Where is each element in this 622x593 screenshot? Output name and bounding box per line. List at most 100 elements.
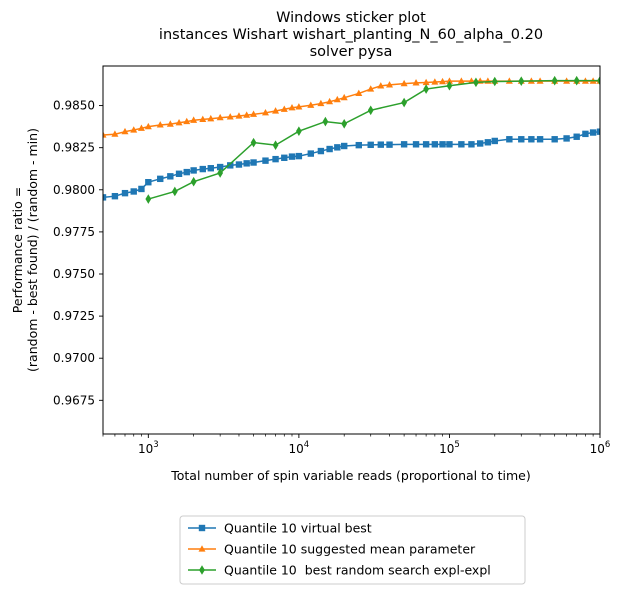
series-point (551, 136, 558, 143)
y-axis-label-line-2: (random - best found) / (random - min) (25, 128, 40, 372)
series-point (334, 144, 341, 151)
x-tick-label-base: 10 (138, 442, 153, 456)
series-point (322, 116, 329, 127)
series-point (130, 126, 138, 133)
plot-area: 103 104 105 106 0.96750.97000.97250.97500.9… (53, 65, 610, 456)
series-point (250, 159, 257, 166)
series-point (422, 78, 430, 86)
x-tick-label-exponent: 4 (304, 440, 309, 450)
series-point (157, 175, 164, 183)
legend-label: Quantile 10 suggested mean parameter (224, 542, 476, 557)
series-point (288, 103, 296, 111)
series-point (439, 77, 447, 85)
series-point (445, 77, 453, 84)
chart-title: Windows sticker plot instances Wishart w… (159, 10, 543, 60)
series-point (377, 82, 385, 89)
x-tick-label: 105 (439, 440, 460, 456)
series-point (401, 97, 408, 108)
series-1 (103, 128, 600, 201)
y-tick-label: 0.9750 (53, 267, 95, 281)
series-point (596, 128, 600, 135)
x-tick-label-exponent: 3 (153, 440, 158, 450)
axes-frame (102, 65, 601, 435)
y-tick-label: 0.9725 (53, 309, 95, 323)
series-point (528, 136, 535, 143)
series-point (207, 114, 215, 122)
series-point (446, 80, 453, 91)
series-point (145, 194, 152, 204)
series-point (491, 137, 498, 145)
series-point (288, 153, 296, 160)
chart-title-line-3: solver pysa (310, 44, 393, 60)
series-point (484, 139, 492, 146)
legend-marker (198, 524, 206, 532)
series-point (183, 117, 191, 125)
series-point (423, 84, 430, 94)
series-point (468, 141, 475, 148)
series-point (217, 168, 224, 178)
legend-label: Quantile 10 best random search expl-expl (224, 563, 491, 578)
series-point (167, 173, 174, 180)
series-point (431, 141, 439, 148)
series-point (355, 141, 362, 149)
series-point (121, 189, 129, 197)
series-point (400, 141, 408, 148)
x-tick-label-base: 10 (590, 442, 605, 456)
series-point (307, 150, 315, 157)
series-point (518, 136, 525, 143)
series-point (250, 137, 257, 148)
series-point (280, 105, 288, 112)
series-point (261, 109, 269, 116)
series-point (597, 75, 600, 86)
series-point (333, 95, 341, 103)
series-point (589, 129, 597, 136)
x-tick-label-exponent: 5 (454, 440, 459, 450)
series-point (295, 126, 302, 136)
series-point (400, 79, 408, 87)
series-point (458, 141, 465, 148)
legend-box (179, 515, 526, 585)
series-point (281, 154, 288, 161)
series-point (573, 133, 580, 140)
chart-title-line-1: Windows sticker plot (276, 10, 426, 26)
series-point (199, 165, 206, 173)
series-point (145, 179, 152, 186)
series-point (473, 77, 479, 88)
y-tick-label: 0.9675 (53, 393, 95, 407)
series-point (563, 135, 570, 142)
series-point (367, 105, 374, 116)
y-tick-label: 0.9850 (53, 99, 95, 113)
series-point (250, 110, 258, 117)
series-point (103, 131, 107, 138)
series-point (137, 124, 145, 131)
series-point (317, 147, 325, 155)
series-point (121, 127, 129, 135)
legend-entry-2: Quantile 10 suggested mean parameter (188, 542, 476, 557)
series-point (111, 192, 119, 200)
series-point (476, 140, 484, 147)
series-point (183, 168, 190, 176)
series-point (190, 167, 197, 174)
series-point (367, 141, 374, 149)
series-point (272, 155, 279, 163)
series-point (243, 111, 251, 118)
series-point (190, 116, 198, 123)
series-point (326, 97, 334, 105)
series-point (227, 162, 234, 169)
x-axis-label: Total number of spin variable reads (pro… (170, 468, 531, 483)
series-point (422, 141, 430, 148)
series-point (551, 75, 558, 86)
series-point (138, 185, 145, 193)
series-point (144, 122, 152, 130)
legend: Quantile 10 virtual best Quantile 10 sugg… (179, 515, 526, 585)
series-point (518, 76, 525, 86)
series-point (367, 85, 375, 92)
y-tick-label: 0.9775 (53, 225, 95, 239)
series-point (412, 79, 420, 86)
series-point (103, 194, 107, 201)
y-axis-ticks: 0.9675 0.9700 0.9725 0.9750 0.9775 0.9800 0.98… (53, 99, 103, 407)
series-point (439, 141, 446, 148)
series-point (190, 176, 197, 187)
series-point (431, 78, 439, 85)
